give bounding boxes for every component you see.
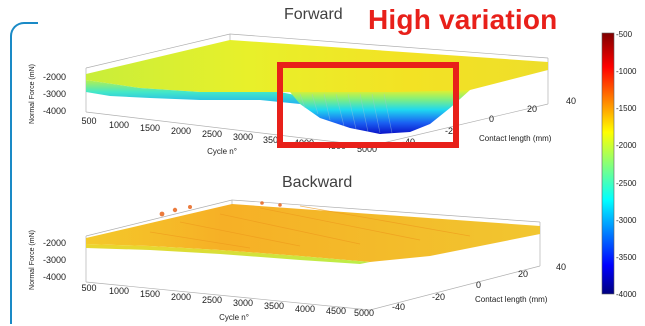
backward-z-tick: -3000 bbox=[43, 255, 66, 265]
backward-plot-title: Backward bbox=[282, 174, 353, 191]
colorbar-tick: -500 bbox=[616, 30, 633, 39]
backward-surface-top bbox=[86, 204, 540, 262]
colorbar-tick: -2500 bbox=[616, 179, 637, 188]
backward-y-tick: -20 bbox=[432, 292, 445, 302]
colorbar-tick: -3500 bbox=[616, 253, 637, 262]
backward-z-ticks: -2000 -3000 -4000 bbox=[43, 238, 66, 282]
backward-x-tick: 1500 bbox=[140, 289, 160, 299]
backward-x-tick: 500 bbox=[81, 283, 96, 293]
backward-x-tick: 3000 bbox=[233, 298, 253, 308]
forward-x-tick: 1000 bbox=[109, 120, 129, 130]
forward-z-label: Normal Force (mN) bbox=[29, 64, 36, 124]
backward-z-tick: -4000 bbox=[43, 272, 66, 282]
backward-x-label: Cycle n° bbox=[219, 313, 249, 322]
backward-x-tick: 5000 bbox=[354, 308, 374, 318]
forward-dip-ridges bbox=[299, 93, 393, 134]
forward-y-tick: 0 bbox=[489, 114, 494, 124]
backward-y-tick: 0 bbox=[476, 280, 481, 290]
forward-z-tick: -2000 bbox=[43, 72, 66, 82]
forward-z-tick: -4000 bbox=[43, 106, 66, 116]
forward-x-tick: 3000 bbox=[233, 132, 253, 142]
highlight-box bbox=[277, 62, 459, 148]
backward-y-tick: 40 bbox=[556, 262, 566, 272]
backward-y-tick: 20 bbox=[518, 269, 528, 279]
backward-surface-streaks bbox=[149, 205, 471, 249]
colorbar-tick: -2000 bbox=[616, 141, 637, 150]
backward-x-tick: 3500 bbox=[264, 301, 284, 311]
backward-y-tick: -40 bbox=[392, 302, 405, 312]
colorbar-tick: -1000 bbox=[616, 67, 637, 76]
forward-z-ticks: -2000 -3000 -4000 bbox=[43, 72, 66, 116]
forward-x-tick: 2000 bbox=[171, 126, 191, 136]
colorbar-tick: -1500 bbox=[616, 104, 637, 113]
forward-plot-title: Forward bbox=[284, 6, 343, 23]
colorbar-tick: -4000 bbox=[616, 290, 637, 299]
backward-x-ticks: 500 1000 1500 2000 2500 3000 3500 4000 4… bbox=[81, 283, 374, 318]
forward-y-label: Contact length (mm) bbox=[479, 134, 552, 143]
backward-y-label: Contact length (mm) bbox=[475, 295, 548, 304]
colorbar-ticks: -500 -1000 -1500 -2000 -2500 -3000 -3500… bbox=[616, 30, 637, 299]
backward-x-tick: 4000 bbox=[295, 304, 315, 314]
backward-z-tick: -2000 bbox=[43, 238, 66, 248]
backward-x-tick: 2500 bbox=[202, 295, 222, 305]
forward-y-tick: 20 bbox=[527, 104, 537, 114]
forward-surface-dip bbox=[290, 90, 470, 134]
forward-z-tick: -3000 bbox=[43, 89, 66, 99]
forward-surface-top bbox=[86, 40, 548, 98]
backward-x-tick: 4500 bbox=[326, 306, 346, 316]
backward-surface-peaks bbox=[159, 201, 282, 217]
forward-x-label: Cycle n° bbox=[207, 147, 237, 156]
forward-y-tick: -20 bbox=[445, 126, 458, 136]
slide-frame-accent bbox=[10, 22, 38, 324]
backward-surface-front bbox=[86, 244, 370, 264]
forward-x-tick: 1500 bbox=[140, 123, 160, 133]
backward-x-tick: 2000 bbox=[171, 292, 191, 302]
colorbar bbox=[601, 32, 615, 295]
backward-x-tick: 1000 bbox=[109, 286, 129, 296]
forward-x-tick: 2500 bbox=[202, 129, 222, 139]
forward-surface-front bbox=[86, 80, 300, 104]
high-variation-annotation: High variation bbox=[368, 4, 558, 35]
forward-x-tick: 3500 bbox=[263, 135, 283, 145]
backward-y-ticks: -40 -20 0 20 40 bbox=[392, 262, 566, 312]
forward-x-tick: 5000 bbox=[357, 144, 377, 154]
colorbar-tick: -3000 bbox=[616, 216, 637, 225]
forward-y-tick: 40 bbox=[566, 96, 576, 106]
forward-x-tick: 500 bbox=[81, 116, 96, 126]
backward-z-label: Normal Force (mN) bbox=[29, 230, 36, 290]
